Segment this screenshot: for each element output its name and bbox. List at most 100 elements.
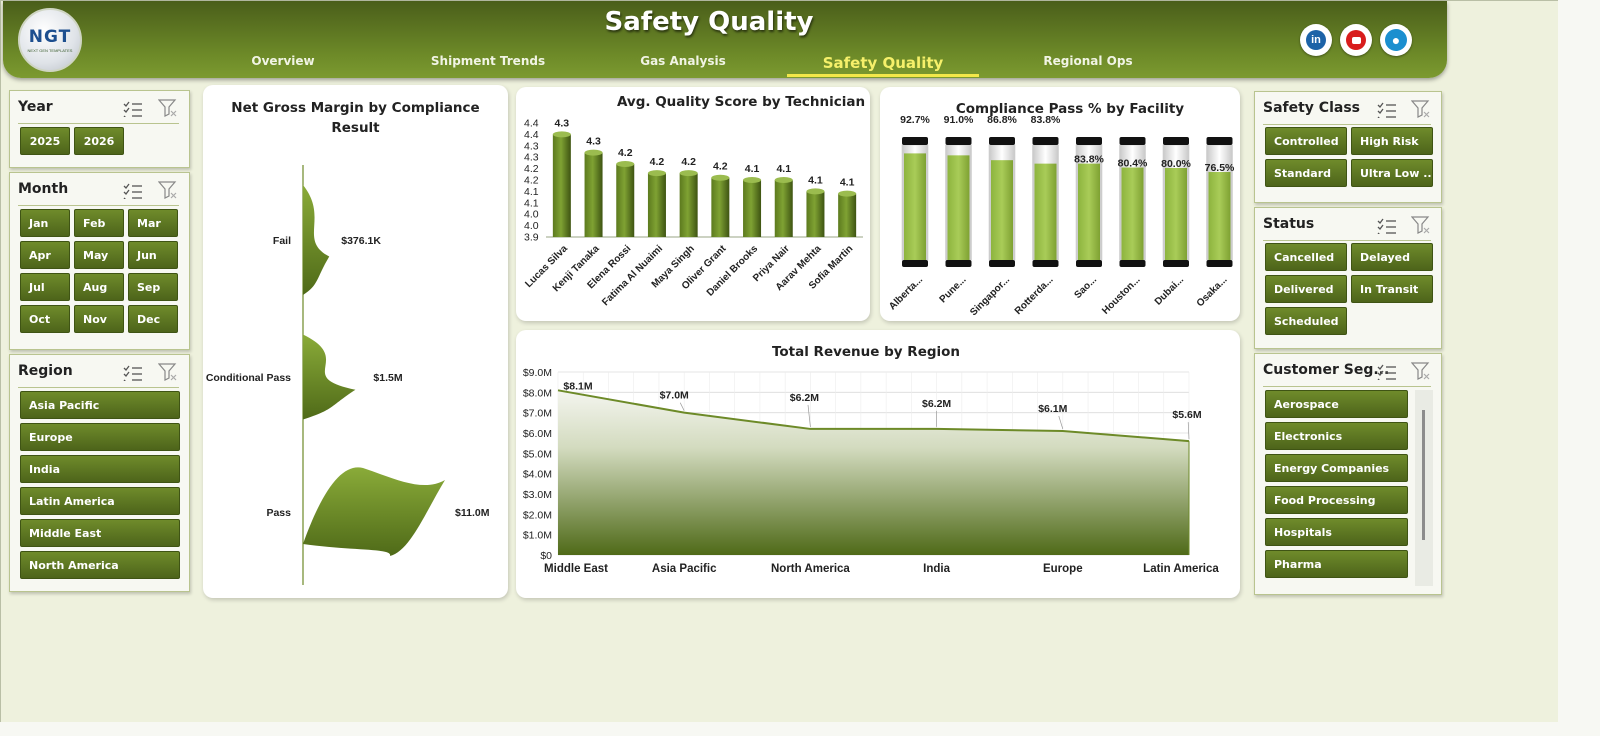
segment-aerospace-button[interactable]: Aerospace: [1265, 390, 1408, 418]
quality-bar-cap: [584, 149, 603, 156]
quality-y-tick: 4.3: [524, 152, 539, 164]
quality-bar: [616, 164, 635, 237]
slicer-month-title: Month: [18, 181, 69, 197]
year-2026-button[interactable]: 2026: [74, 127, 124, 155]
quality-bar: [774, 180, 793, 237]
tab-safety-quality[interactable]: Safety Quality: [787, 54, 979, 77]
multi-select-icon[interactable]: [123, 365, 143, 381]
month-nov-button[interactable]: Nov: [74, 305, 124, 333]
logo-text: NGT: [28, 27, 72, 47]
multi-select-icon[interactable]: [1377, 364, 1397, 380]
segment-energy-companies-button[interactable]: Energy Companies: [1265, 454, 1408, 482]
revenue-leader-line: [679, 402, 685, 411]
compliance-pass-chart: 92.7% Alberta... 91.0% Pune... 86.8% Singapor…: [887, 114, 1235, 318]
safety-standard-button[interactable]: Standard: [1265, 159, 1347, 187]
tab-regional-ops[interactable]: Regional Ops: [1043, 54, 1133, 68]
compliance-category-label: Dubai...: [1153, 274, 1186, 307]
compliance-top-cap: [945, 137, 972, 145]
compliance-category-label: Singapor...: [968, 274, 1012, 318]
compliance-data-label: 83.8%: [1074, 154, 1104, 166]
tab-overview[interactable]: Overview: [251, 54, 315, 68]
status-delivered-button[interactable]: Delivered: [1265, 275, 1347, 303]
status-delayed-button[interactable]: Delayed: [1351, 243, 1433, 271]
card-net-gross-margin: Net Gross Margin by Compliance Result Fa…: [203, 85, 508, 598]
quality-bar-cap: [679, 170, 698, 177]
month-mar-button[interactable]: Mar: [128, 209, 178, 237]
safety-controlled-button[interactable]: Controlled: [1265, 127, 1347, 155]
revenue-category-label: North America: [771, 563, 850, 575]
linkedin-button[interactable]: in: [1300, 24, 1332, 56]
margin-data-label: $1.5M: [373, 372, 402, 384]
month-feb-button[interactable]: Feb: [74, 209, 124, 237]
compliance-fill-bar: [947, 155, 970, 260]
revenue-data-label: $7.0M: [660, 390, 689, 402]
tab-gas-analysis[interactable]: Gas Analysis: [640, 54, 726, 68]
tab-shipment-trends[interactable]: Shipment Trends: [430, 54, 546, 68]
quality-bar: [552, 134, 571, 237]
compliance-data-label: 80.4%: [1118, 158, 1148, 170]
website-button[interactable]: ●: [1380, 24, 1412, 56]
compliance-fill-bar: [1121, 167, 1144, 260]
clear-filter-icon[interactable]: [1411, 100, 1431, 118]
slicer-status: Status Cancelled Delayed Delivered In Tr…: [1254, 207, 1442, 349]
clear-filter-icon[interactable]: [1411, 216, 1431, 234]
compliance-category-label: Osaka...: [1195, 274, 1230, 309]
quality-bar: [838, 193, 857, 237]
month-apr-button[interactable]: Apr: [20, 241, 70, 269]
region-india-button[interactable]: India: [20, 455, 180, 483]
multi-select-icon[interactable]: [1377, 218, 1397, 234]
scrollbar-track[interactable]: [1415, 390, 1433, 586]
quality-y-tick: 4.0: [524, 220, 539, 232]
month-jun-button[interactable]: Jun: [128, 241, 178, 269]
quality-bar-cap: [838, 190, 857, 197]
quality-data-label: 4.1: [808, 174, 823, 186]
clear-filter-icon[interactable]: [158, 99, 178, 117]
quality-y-tick: 4.4: [524, 129, 539, 141]
quality-y-tick: 4.4: [524, 118, 539, 130]
month-oct-button[interactable]: Oct: [20, 305, 70, 333]
compliance-category-label: Alberta...: [887, 274, 925, 312]
revenue-data-label: $6.2M: [790, 392, 819, 404]
month-may-button[interactable]: May: [74, 241, 124, 269]
compliance-top-cap: [902, 137, 928, 145]
revenue-y-tick: $4.0M: [523, 469, 552, 481]
month-aug-button[interactable]: Aug: [74, 273, 124, 301]
segment-electronics-button[interactable]: Electronics: [1265, 422, 1408, 450]
youtube-button[interactable]: [1340, 24, 1372, 56]
safety-ultra-low-button[interactable]: Ultra Low ...: [1351, 159, 1433, 187]
quality-bar-cap: [711, 174, 730, 181]
year-2025-button[interactable]: 2025: [20, 127, 70, 155]
margin-category-label: Fail: [273, 235, 291, 247]
month-sep-button[interactable]: Sep: [128, 273, 178, 301]
month-jul-button[interactable]: Jul: [20, 273, 70, 301]
compliance-category-label: Pune...: [938, 274, 969, 305]
compliance-fill-bar: [1034, 163, 1057, 260]
region-middle-east-button[interactable]: Middle East: [20, 519, 180, 547]
region-europe-button[interactable]: Europe: [20, 423, 180, 451]
region-north-america-button[interactable]: North America: [20, 551, 180, 579]
segment-food-processing-button[interactable]: Food Processing: [1265, 486, 1408, 514]
multi-select-icon[interactable]: [123, 183, 143, 199]
card-compliance-pass: Compliance Pass % by Facility 92.7% Alber…: [880, 87, 1240, 321]
clear-filter-icon[interactable]: [1411, 362, 1431, 380]
compliance-top-cap: [989, 137, 1015, 145]
month-dec-button[interactable]: Dec: [128, 305, 178, 333]
compliance-fill-bar: [991, 160, 1013, 260]
multi-select-icon[interactable]: [123, 101, 143, 117]
slicer-region: Region Asia Pacific Europe India Latin A…: [9, 354, 190, 592]
segment-pharma-button[interactable]: Pharma: [1265, 550, 1408, 578]
region-latin-america-button[interactable]: Latin America: [20, 487, 180, 515]
segment-hospitals-button[interactable]: Hospitals: [1265, 518, 1408, 546]
status-cancelled-button[interactable]: Cancelled: [1265, 243, 1347, 271]
status-in-transit-button[interactable]: In Transit: [1351, 275, 1433, 303]
compliance-category-label: Sao...: [1072, 274, 1099, 301]
multi-select-icon[interactable]: [1377, 102, 1397, 118]
safety-high-risk-button[interactable]: High Risk: [1351, 127, 1433, 155]
scrollbar-thumb[interactable]: [1422, 410, 1425, 540]
clear-filter-icon[interactable]: [158, 363, 178, 381]
region-asia-pacific-button[interactable]: Asia Pacific: [20, 391, 180, 419]
compliance-data-label: 80.0%: [1161, 158, 1191, 170]
clear-filter-icon[interactable]: [158, 181, 178, 199]
month-jan-button[interactable]: Jan: [20, 209, 70, 237]
status-scheduled-button[interactable]: Scheduled: [1265, 307, 1347, 335]
